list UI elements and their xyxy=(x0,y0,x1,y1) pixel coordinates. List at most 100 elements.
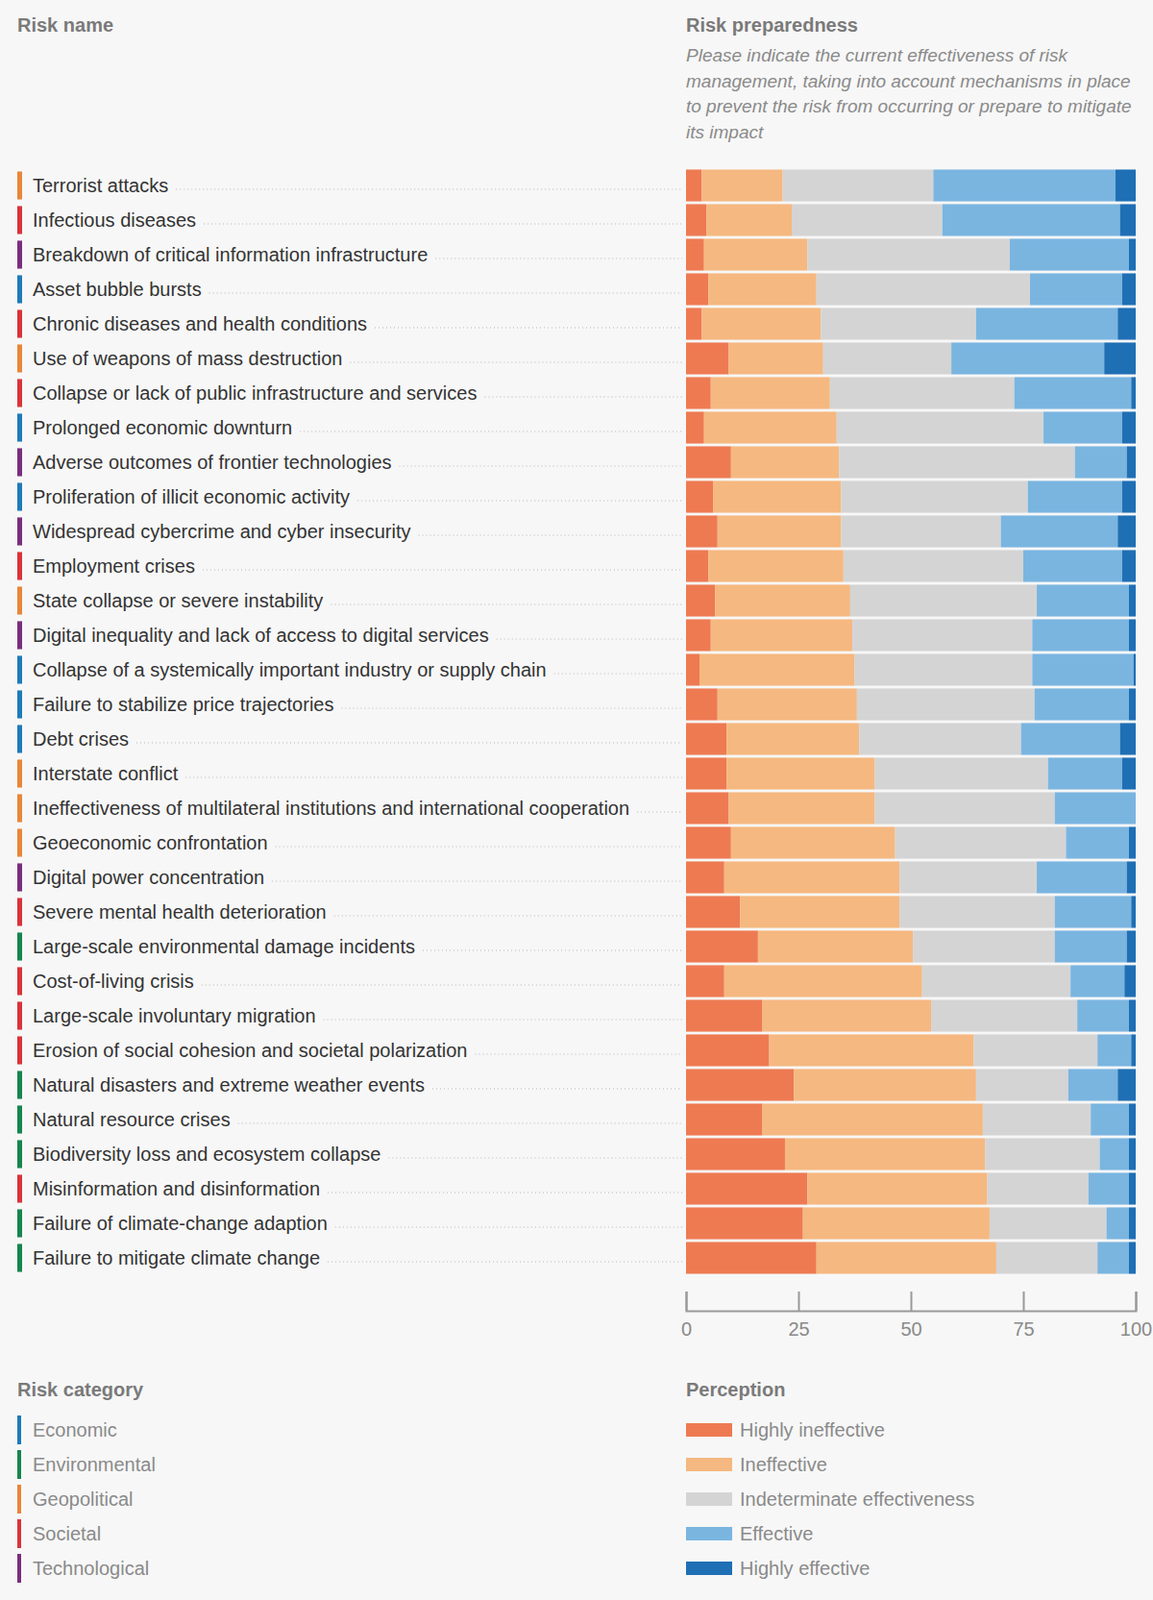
bar-segment xyxy=(717,687,858,720)
category-label: Large-scale environmental damage inciden… xyxy=(32,935,416,957)
bar-segment xyxy=(783,169,934,201)
leader-line xyxy=(388,1157,683,1159)
category-label: Digital inequality and lack of access to… xyxy=(32,624,490,646)
bar-segment xyxy=(976,1068,1069,1101)
bar-segment xyxy=(686,930,759,962)
tick: 100 xyxy=(1120,1291,1153,1340)
tick-label: 0 xyxy=(681,1318,692,1340)
bar-segment xyxy=(899,895,1055,928)
bar-segment xyxy=(951,342,1104,374)
bar-segment xyxy=(996,1241,1098,1274)
bar-segment xyxy=(1128,1172,1136,1204)
bar-segment xyxy=(922,964,1071,997)
bar-segment xyxy=(875,757,1049,789)
category-label: Chronic diseases and health conditions xyxy=(32,313,368,335)
leader-line xyxy=(496,638,683,640)
bar-segment xyxy=(686,445,732,478)
leader-line xyxy=(299,431,683,433)
bar-segment xyxy=(1054,791,1136,824)
group-stripe xyxy=(17,309,23,338)
title: Risk preparedness xyxy=(686,14,859,36)
bar-segment xyxy=(1043,411,1123,443)
legend-swatch xyxy=(17,1449,22,1479)
bar-segment xyxy=(726,722,859,755)
category-label: Collapse or lack of public infrastructur… xyxy=(32,382,477,404)
category-label: State collapse or severe instability xyxy=(32,589,323,612)
bar-segment xyxy=(942,203,1121,236)
category-label: Use of weapons of mass destruction xyxy=(32,347,343,369)
bar-segment xyxy=(984,1137,1100,1170)
group-stripe xyxy=(17,689,23,718)
bar-segment xyxy=(711,376,831,409)
bar-segment xyxy=(711,618,853,651)
category-label: Debt crises xyxy=(32,728,129,750)
subtitle: Please indicate the current effectivenes… xyxy=(686,43,1144,146)
group-stripe xyxy=(17,413,23,442)
group-stripe xyxy=(17,862,23,891)
bar-segment xyxy=(686,895,740,928)
bar-segment xyxy=(1054,930,1128,962)
legend-title: Perception xyxy=(686,1378,786,1400)
bar-segment xyxy=(1120,203,1136,236)
bar-segment xyxy=(724,860,901,893)
bar-segment xyxy=(686,480,713,513)
bar-segment xyxy=(1127,860,1136,893)
bar-segment xyxy=(717,515,842,547)
leader-line xyxy=(335,1226,683,1228)
bar-segment xyxy=(728,791,875,824)
bar-segment xyxy=(1117,515,1136,547)
bar-segment xyxy=(1103,342,1136,374)
leader-line xyxy=(201,984,683,986)
bar-segment xyxy=(899,860,1037,893)
leader-line xyxy=(484,396,683,398)
group-legend: Risk categoryEconomicEnvironmentalGeopol… xyxy=(17,1378,156,1583)
leader-line xyxy=(275,846,683,848)
bar-segment xyxy=(686,999,763,1031)
bar-segment xyxy=(686,515,718,547)
bar-segment xyxy=(686,1241,817,1274)
category-label: Natural resource crises xyxy=(32,1108,231,1130)
bar-segment xyxy=(1048,757,1123,789)
category-label: Cost-of-living crisis xyxy=(32,970,195,992)
group-stripe xyxy=(17,171,23,199)
bar-segment xyxy=(1077,999,1129,1031)
bar-segment xyxy=(1128,1137,1136,1170)
tick: 50 xyxy=(900,1291,922,1340)
bar-segment xyxy=(686,1206,804,1239)
group-stripe xyxy=(17,205,23,234)
bar-segment xyxy=(1128,999,1136,1031)
legend-swatch xyxy=(686,1422,733,1437)
bar-segment xyxy=(686,411,705,443)
bar-segment xyxy=(838,445,1076,478)
group-stripe xyxy=(17,1035,23,1064)
category-label: Prolonged economic downturn xyxy=(32,417,293,439)
bar-segment xyxy=(1031,618,1129,651)
series-1 xyxy=(699,169,997,1274)
category-label: Infectious diseases xyxy=(32,209,197,231)
bar-segment xyxy=(855,653,1033,686)
bar-segment xyxy=(1054,895,1132,928)
category-label: Adverse outcomes of frontier technologie… xyxy=(32,451,393,473)
legend-label: Indeterminate effectiveness xyxy=(739,1488,975,1510)
leader-line xyxy=(327,1261,683,1263)
legend: PerceptionHighly ineffectiveIneffectiveI… xyxy=(686,1378,975,1579)
tick-mark xyxy=(686,1291,688,1311)
bar-segment xyxy=(807,238,1010,270)
legend-label: Environmental xyxy=(32,1453,156,1475)
legend-swatch xyxy=(686,1457,733,1472)
group-stripe xyxy=(17,1208,23,1237)
group-stripe xyxy=(17,655,23,684)
group-stripe xyxy=(17,1104,23,1133)
legend-label: Highly ineffective xyxy=(739,1419,885,1441)
tick: 0 xyxy=(681,1291,692,1340)
bar-segment xyxy=(686,376,712,409)
bar-segment xyxy=(982,1103,1091,1135)
bar-segment xyxy=(1130,895,1136,928)
bar-segment xyxy=(843,549,1024,582)
bar-segment xyxy=(726,757,875,789)
bar-segment xyxy=(1124,964,1136,997)
group-stripe xyxy=(17,759,23,787)
bar-segment xyxy=(714,584,850,616)
group-stripe xyxy=(17,447,23,476)
bar-segment xyxy=(931,999,1078,1031)
